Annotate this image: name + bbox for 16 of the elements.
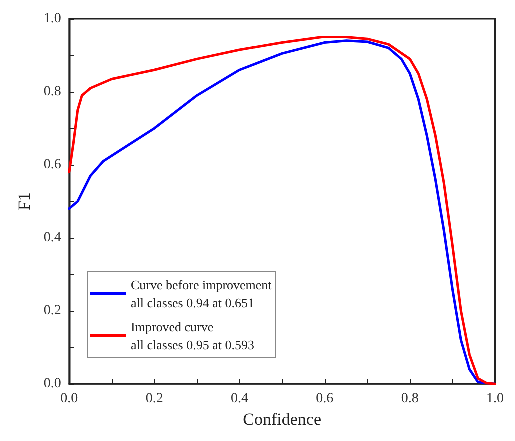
y-tick-label: 1.0 <box>44 12 62 26</box>
y-tick-label: 0.4 <box>44 230 62 246</box>
y-tick-label: 0.0 <box>44 376 62 392</box>
y-tick-label: 0.2 <box>44 304 62 319</box>
y-tick-label: 0.8 <box>44 84 62 100</box>
x-tick-label: 0.0 <box>60 392 78 407</box>
x-axis-title: Confidence <box>243 410 322 429</box>
x-tick-label: 0.2 <box>146 392 164 407</box>
y-tick-label: 0.6 <box>44 158 62 173</box>
x-tick-label: 0.8 <box>401 392 419 407</box>
x-tick-label: 0.6 <box>316 392 334 407</box>
legend-label: Improved curve all classes 0.95 at 0.593 <box>131 320 254 352</box>
y-axis-title: F1 <box>15 192 34 211</box>
x-tick-label: 0.4 <box>230 392 248 407</box>
legend-label: Curve before improvement all classes 0.94 at 0.651 <box>131 278 272 310</box>
x-tick-label: 1.0 <box>486 392 504 407</box>
